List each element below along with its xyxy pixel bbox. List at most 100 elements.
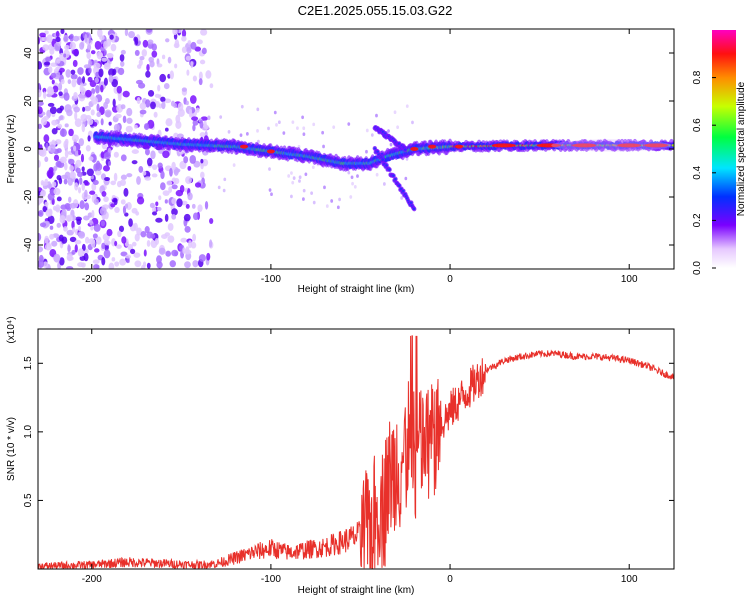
heatmap-cell	[58, 82, 63, 91]
heatmap-cell	[240, 104, 244, 109]
heatmap-cell	[136, 227, 142, 236]
heatmap-cell	[71, 134, 79, 142]
heatmap-cell	[160, 182, 166, 191]
heatmap-cell	[169, 167, 173, 177]
heatmap-cell	[268, 188, 272, 192]
heatmap-cell	[56, 175, 62, 181]
heatmap-cell	[287, 174, 291, 178]
heatmap-cell	[155, 201, 159, 207]
heatmap-cell	[108, 161, 112, 166]
heatmap-cell	[80, 114, 88, 122]
heatmap-cell	[73, 106, 81, 113]
heatmap-cell	[167, 235, 175, 243]
heatmap-cell	[124, 203, 129, 209]
heatmap-cell	[126, 107, 133, 117]
heatmap-cell	[323, 185, 326, 190]
heatmap-cell	[60, 78, 65, 85]
y-tick-label: 0.5	[23, 493, 34, 507]
heatmap-cell	[49, 144, 56, 154]
heatmap-cell	[411, 120, 414, 125]
heatmap-cell	[111, 257, 116, 262]
heatmap-cell	[194, 46, 202, 52]
heatmap-cell	[282, 131, 286, 135]
heatmap-cell	[92, 179, 99, 186]
heatmap-cell	[63, 140, 69, 149]
heatmap-cell	[171, 214, 177, 220]
heatmap-cell	[72, 227, 76, 233]
heatmap-cell	[68, 128, 74, 137]
y-tick-label: 0	[23, 146, 34, 152]
heatmap-cell	[90, 175, 94, 180]
colorbar-tick-label: 0.6	[692, 118, 703, 132]
heatmap-cell	[53, 154, 60, 162]
heatmap-cell	[147, 39, 154, 45]
heatmap-cell	[63, 53, 67, 58]
heatmap-cell	[147, 90, 155, 97]
heatmap-cell	[133, 252, 141, 258]
heatmap-cell	[146, 231, 154, 239]
heatmap-cell	[180, 237, 188, 243]
heatmap-cell	[38, 106, 43, 115]
heatmap-cell	[176, 198, 183, 208]
heatmap-cell	[131, 149, 139, 154]
heatmap-cell	[85, 145, 91, 152]
heatmap-cell	[89, 80, 97, 88]
heatmap-cell	[185, 100, 189, 106]
colorbar-tick-label: 0.4	[692, 165, 703, 179]
heatmap-cell	[194, 182, 202, 188]
heatmap-cell	[160, 170, 165, 180]
heatmap-cell	[109, 34, 114, 40]
heatmap-cell	[113, 151, 119, 158]
heatmap-cell	[97, 29, 103, 38]
heatmap-cell	[365, 128, 369, 133]
heatmap-cell	[404, 176, 408, 181]
heatmap-cell	[186, 69, 190, 76]
heatmap-cell	[87, 44, 92, 51]
heatmap-cell	[44, 201, 49, 207]
heatmap-cell	[70, 73, 78, 80]
heatmap-cell	[142, 261, 147, 268]
heatmap-cell	[173, 132, 179, 140]
heatmap-cell	[82, 106, 86, 112]
heatmap-cell	[146, 157, 153, 167]
heatmap-cell	[86, 51, 91, 60]
heatmap-cell	[196, 39, 203, 45]
heatmap-cell	[370, 133, 374, 137]
heatmap-cell	[184, 225, 191, 233]
heatmap-cell	[551, 139, 672, 152]
y-tick-label: 1.5	[23, 356, 34, 370]
heatmap-cell	[45, 209, 53, 217]
heatmap-cell	[49, 90, 55, 96]
heatmap-cell	[40, 189, 47, 197]
heatmap-cell	[144, 176, 152, 181]
heatmap-cell	[164, 199, 168, 204]
heatmap-cell	[403, 148, 407, 151]
heatmap-cell	[160, 96, 166, 103]
heatmap-cell	[56, 222, 61, 228]
heatmap-cell	[55, 36, 61, 43]
heatmap-cell	[197, 204, 203, 213]
heatmap-cell	[223, 177, 227, 182]
y-tick-label: -40	[23, 237, 34, 252]
heatmap-cell	[95, 162, 103, 171]
heatmap-cell	[148, 56, 155, 63]
heatmap-cell	[151, 211, 158, 216]
heatmap-cell	[39, 148, 47, 157]
heatmap-cell	[102, 165, 110, 172]
heatmap-cell	[38, 246, 44, 253]
heatmap-cell	[165, 118, 173, 127]
heatmap-cell	[104, 177, 111, 182]
heatmap-cell	[89, 219, 94, 226]
heatmap-cell	[92, 233, 98, 239]
snr-ticks: -200 -100 0 100 0.5 1.0 1.5	[23, 329, 674, 585]
heatmap-cell	[275, 123, 278, 127]
heatmap-cell	[185, 204, 190, 209]
heatmap-cell	[103, 152, 111, 160]
heatmap-cell	[68, 196, 72, 203]
heatmap-cell	[84, 236, 90, 244]
heatmap-cell	[206, 252, 211, 261]
heatmap-cell	[103, 249, 111, 259]
heatmap-cell	[312, 122, 316, 127]
